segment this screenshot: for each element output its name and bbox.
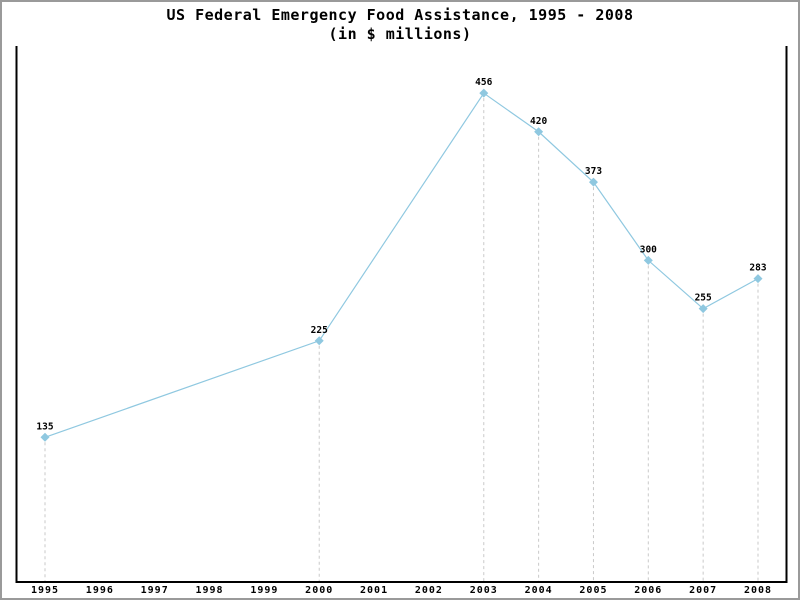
chart-title: US Federal Emergency Food Assistance, 19… — [166, 6, 634, 24]
data-point-marker — [698, 304, 708, 314]
x-tick-label: 1998 — [195, 585, 224, 596]
data-point-marker — [643, 255, 653, 265]
data-point-label: 135 — [36, 421, 53, 432]
x-tick-label: 1996 — [85, 585, 114, 596]
x-tick-label: 1999 — [250, 585, 279, 596]
x-tick-label: 2003 — [469, 585, 498, 596]
series-line — [44, 92, 759, 438]
data-point-marker — [753, 274, 763, 284]
data-point-label: 283 — [749, 263, 766, 274]
chart-subtitle: (in $ millions) — [328, 25, 472, 43]
data-point-label: 373 — [585, 166, 602, 177]
x-tick-label: 2007 — [689, 585, 718, 596]
data-point-label: 225 — [311, 325, 328, 336]
data-point-marker — [588, 177, 598, 187]
plot-border — [15, 46, 788, 583]
x-tick-label: 2002 — [414, 585, 443, 596]
x-axis: 1995 1996 1997 1998 1999 2000 2001 2002 2003 2004… — [2, 585, 798, 598]
x-tick-label: 2000 — [305, 585, 334, 596]
chart-title-block: US Federal Emergency Food Assistance, 19… — [2, 6, 798, 44]
x-tick-label: 2005 — [579, 585, 608, 596]
x-tick-label: 1995 — [30, 585, 60, 596]
data-point-marker — [534, 127, 544, 137]
x-tick-label: 2006 — [634, 585, 663, 596]
x-tick-label: 2004 — [524, 585, 553, 596]
data-point-marker — [479, 88, 489, 98]
line-chart: 135 225 456 420 373 300 255 283 — [15, 46, 788, 583]
data-point-label: 300 — [640, 244, 657, 255]
x-tick-label: 2001 — [360, 585, 389, 596]
data-point-label: 255 — [695, 293, 712, 304]
data-point-label: 456 — [475, 77, 492, 88]
data-point-marker — [40, 432, 50, 442]
x-tick-label: 2008 — [743, 585, 773, 596]
x-tick-label: 1997 — [140, 585, 169, 596]
data-point-label: 420 — [530, 116, 547, 127]
data-point-marker — [314, 336, 324, 346]
plot-area: 135 225 456 420 373 300 255 283 — [15, 46, 788, 584]
